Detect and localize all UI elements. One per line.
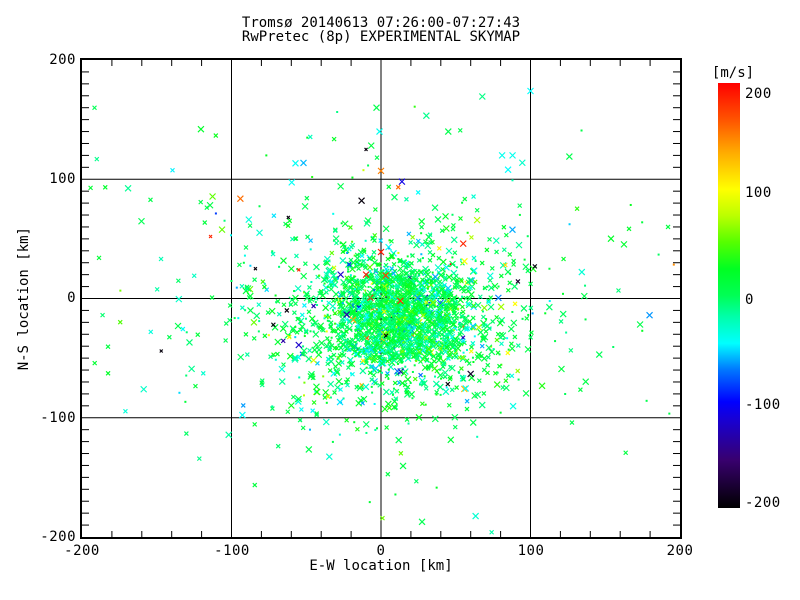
x-tick-label-m200: -200 [64,543,100,559]
colorbar-tick-100: 100 [745,185,772,201]
x-axis-label: E-W location [km] [309,558,453,574]
y-tick-label-200: 200 [49,52,76,68]
y-tick-label-0: 0 [67,290,76,306]
plot-title-line2: RwPretec (8p) EXPERIMENTAL SKYMAP [241,29,521,45]
colorbar-tick-200: 200 [745,86,772,102]
y-tick-label-m200: -200 [40,529,76,545]
colorbar-units-label: [m/s] [711,65,755,81]
y-tick-label-100: 100 [49,171,76,187]
plot-title-line1: Tromsø 20140613 07:26:00-07:27:43 [241,15,521,31]
x-tick-label-200: 200 [666,543,694,559]
plot-area [80,58,682,539]
colorbar-tick-m200: -200 [745,495,781,511]
x-tick-label-100: 100 [517,543,545,559]
colorbar-tick-m100: -100 [745,397,781,413]
velocity-colorbar [718,83,740,508]
y-tick-label-m100: -100 [40,410,76,426]
x-tick-label-0: 0 [376,543,386,559]
scatter-points-layer [82,60,680,537]
colorbar-tick-0: 0 [745,292,754,308]
x-tick-label-m100: -100 [214,543,250,559]
